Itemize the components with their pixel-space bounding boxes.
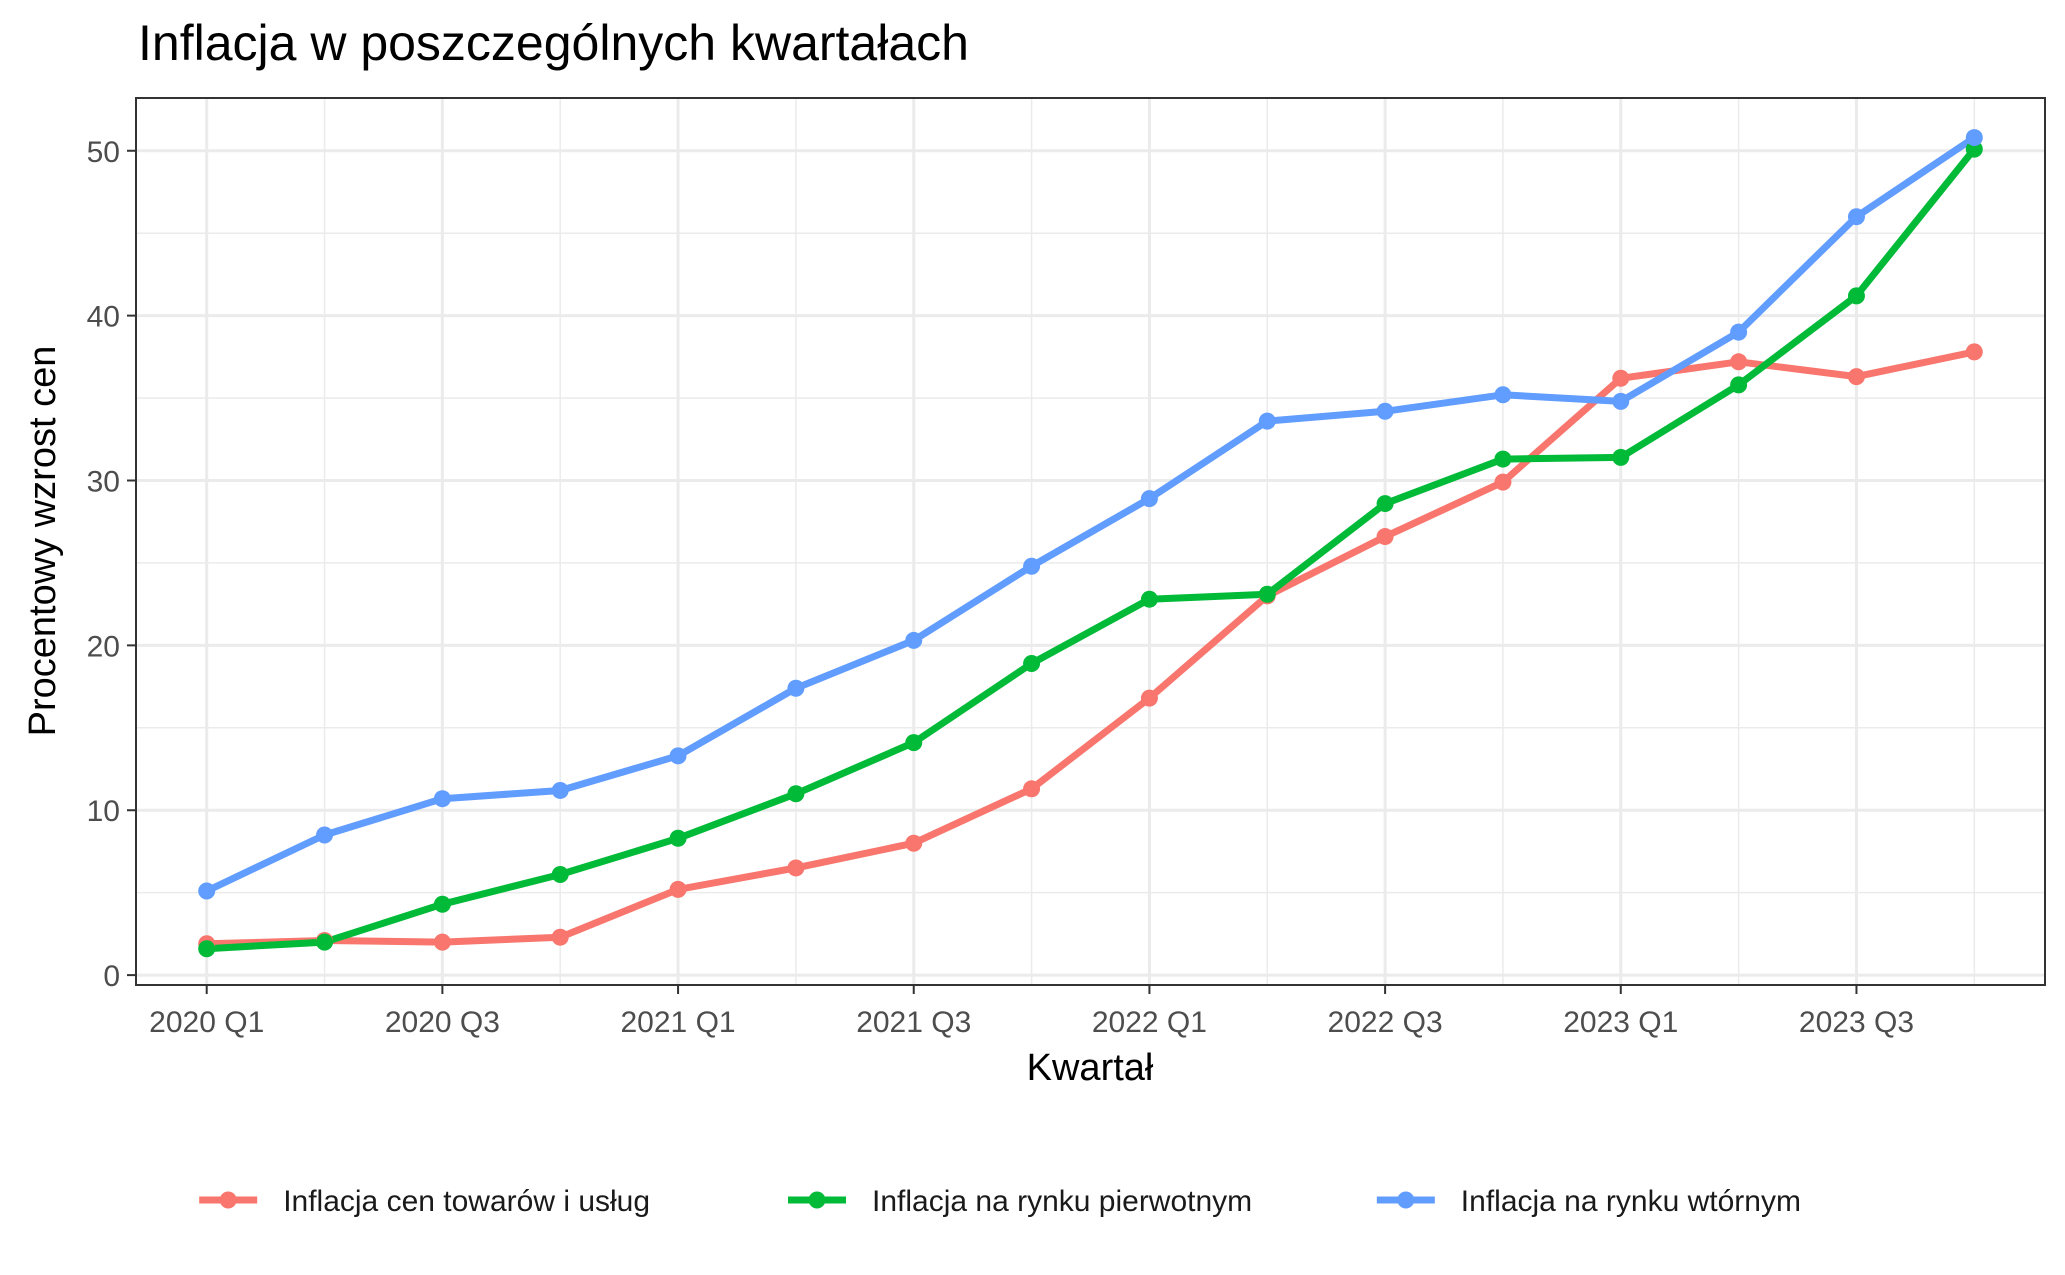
data-point: [1023, 780, 1041, 798]
data-point: [1612, 392, 1630, 410]
legend-item: Inflacja cen towarów i usług: [199, 1185, 650, 1218]
x-tick-label: 2023 Q1: [1563, 1006, 1678, 1039]
data-point: [433, 933, 451, 951]
y-tick-label: 50: [87, 136, 120, 169]
legend-item: Inflacja na rynku wtórnym: [1376, 1185, 1801, 1218]
data-point: [1612, 448, 1630, 466]
y-tick-label: 10: [87, 795, 120, 828]
data-point: [1965, 129, 1983, 147]
data-point: [198, 882, 216, 900]
x-axis-title: Kwartał: [1027, 1047, 1154, 1089]
legend-item: Inflacja na rynku pierwotnym: [788, 1185, 1252, 1218]
data-point: [1494, 473, 1512, 491]
data-point: [316, 933, 334, 951]
legend-label: Inflacja cen towarów i usług: [283, 1185, 650, 1218]
data-point: [1376, 495, 1394, 513]
data-point: [1376, 528, 1394, 546]
legend-label: Inflacja na rynku wtórnym: [1461, 1185, 1801, 1218]
data-point: [905, 734, 923, 752]
data-point: [1847, 208, 1865, 226]
series-lines: [205, 134, 1978, 953]
data-point: [787, 859, 805, 877]
data-point: [905, 631, 923, 649]
data-point: [1612, 369, 1630, 387]
data-point: [1023, 557, 1041, 575]
x-tick-label: 2021 Q1: [621, 1006, 736, 1039]
data-point: [787, 679, 805, 697]
data-point: [1023, 655, 1041, 673]
data-point: [1258, 412, 1276, 430]
data-point: [1847, 287, 1865, 305]
series-line-3: [205, 134, 1977, 895]
y-tick-label: 30: [87, 465, 120, 498]
legend-key-point: [219, 1191, 237, 1209]
series-points: [198, 129, 1983, 958]
data-point: [1847, 368, 1865, 386]
data-point: [551, 781, 569, 799]
data-point: [669, 880, 687, 898]
series-line-2: [206, 146, 1978, 953]
data-point: [787, 785, 805, 803]
plot-panel-border: [135, 97, 2046, 986]
y-tick-label: 40: [87, 301, 120, 334]
data-point: [1730, 323, 1748, 341]
data-point: [1730, 376, 1748, 394]
data-point: [198, 940, 216, 958]
data-point: [669, 829, 687, 847]
legend-key-point: [1397, 1191, 1415, 1209]
data-point: [1494, 386, 1512, 404]
plot-panel-background: [136, 98, 2045, 985]
data-point: [433, 790, 451, 808]
y-tick-label: 20: [87, 630, 120, 663]
legend-key-point: [808, 1191, 826, 1209]
y-axis-title: Procentowy wzrost cen: [22, 346, 64, 737]
x-tick-label: 2020 Q3: [385, 1006, 500, 1039]
data-point: [1730, 353, 1748, 371]
y-axis: 0 10 20 30 40 50: [87, 136, 136, 993]
data-point: [1258, 585, 1276, 603]
data-point: [1376, 402, 1394, 420]
x-tick-label: 2022 Q1: [1092, 1006, 1207, 1039]
data-point: [1140, 490, 1158, 508]
data-point: [316, 826, 334, 844]
chart-title: Inflacja w poszczególnych kwartałach: [138, 15, 969, 71]
data-point: [1965, 343, 1983, 361]
data-point: [669, 747, 687, 765]
data-point: [1140, 590, 1158, 608]
data-point: [551, 866, 569, 884]
data-point: [433, 895, 451, 913]
data-point: [905, 834, 923, 852]
x-axis: 2020 Q1 2020 Q3 2021 Q1 2021 Q3 2022 Q1 2022 …: [149, 985, 1914, 1039]
data-point: [1140, 689, 1158, 707]
x-tick-label: 2021 Q3: [856, 1006, 971, 1039]
y-tick-label: 0: [103, 960, 120, 993]
x-tick-label: 2023 Q3: [1799, 1006, 1914, 1039]
data-point: [551, 928, 569, 946]
x-tick-label: 2022 Q3: [1328, 1006, 1443, 1039]
legend: Inflacja cen towarów i usług Inflacja na …: [199, 1185, 1801, 1218]
data-point: [1494, 450, 1512, 468]
legend-label: Inflacja na rynku pierwotnym: [872, 1185, 1252, 1218]
x-tick-label: 2020 Q1: [149, 1006, 264, 1039]
